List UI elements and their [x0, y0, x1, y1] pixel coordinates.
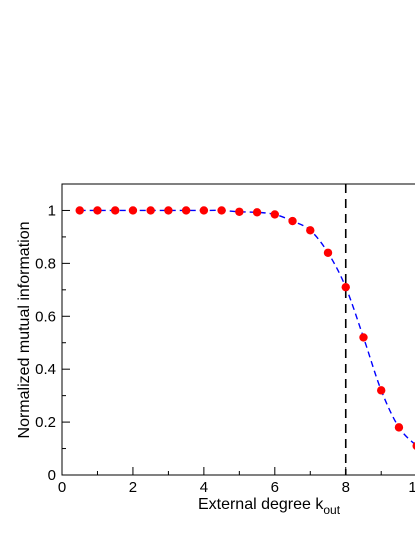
data-point [252, 208, 262, 217]
y-tick-label: 0.2 [35, 414, 56, 431]
data-point [111, 206, 120, 215]
data-point [164, 206, 173, 215]
x-tick-label: 2 [129, 479, 137, 496]
x-axis-title-main: External degree k [198, 496, 324, 513]
data-point [146, 206, 155, 215]
data-point [199, 206, 209, 215]
data-point [306, 226, 315, 235]
data-point [341, 282, 350, 292]
y-tick-label: 0 [48, 467, 56, 484]
y-tick-label: 0.6 [35, 308, 56, 325]
data-point [323, 248, 333, 257]
x-tick-label: 6 [271, 479, 279, 496]
data-point [235, 207, 244, 216]
plot-area-frame [61, 183, 415, 476]
x-tick-label: 4 [200, 479, 208, 496]
x-tick-label: 0 [58, 479, 66, 496]
x-tick-label: 8 [342, 479, 350, 496]
x-axis-title-subscript: out [323, 503, 340, 517]
data-point [288, 216, 297, 226]
y-tick-label: 0.4 [35, 361, 56, 378]
data-point [270, 210, 280, 219]
data-point [93, 206, 102, 215]
series-curve [79, 209, 415, 446]
data-point [181, 206, 191, 215]
data-point [359, 333, 368, 342]
data-point [217, 206, 226, 215]
y-axis-title: Normalized mutual information [16, 222, 33, 439]
y-tick-label: 1 [48, 202, 56, 219]
data-point [394, 423, 404, 432]
ticks-layer [61, 183, 382, 476]
tick-labels-layer: 0 2 4 6 8 10 0 0.2 0.4 0.6 0.8 1 [35, 202, 415, 496]
data-point [75, 206, 84, 215]
data-point [377, 386, 386, 395]
data-layer [75, 184, 415, 475]
data-point [412, 442, 415, 450]
x-axis-title: External degree kout [198, 496, 341, 517]
data-point [128, 206, 138, 215]
x-tick-label: 10 [408, 479, 415, 496]
y-tick-label: 0.8 [35, 255, 56, 272]
